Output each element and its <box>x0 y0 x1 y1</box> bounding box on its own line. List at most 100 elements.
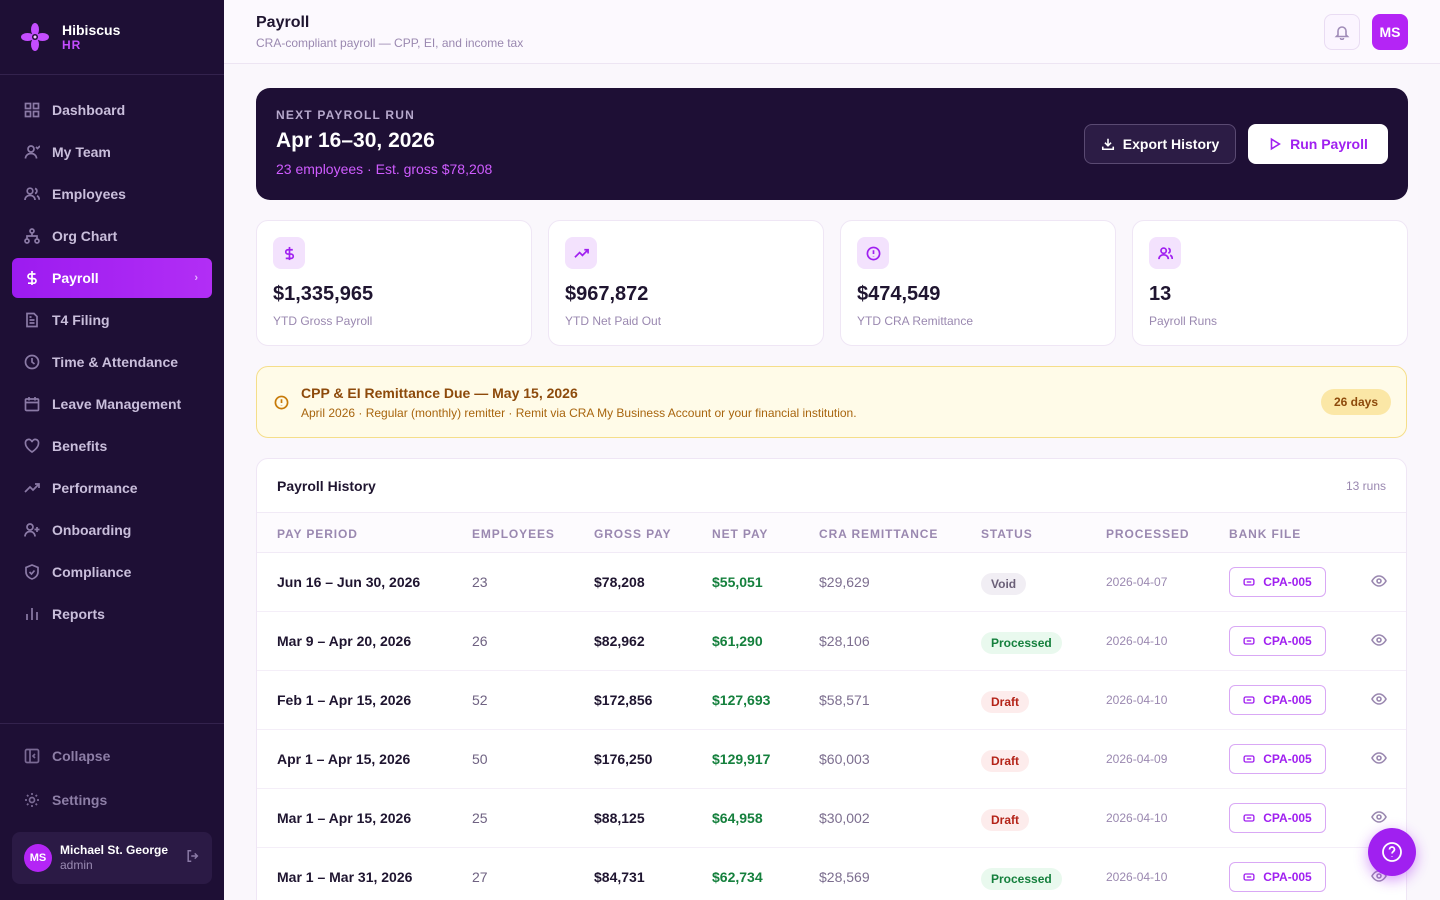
stat-value: $474,549 <box>857 283 941 305</box>
column-header: GROSS PAY <box>594 527 672 541</box>
view-eye-icon[interactable] <box>1371 691 1387 712</box>
brand-sub: HR <box>62 38 82 52</box>
bank-file-label: CPA-005 <box>1263 811 1312 825</box>
net-pay: $55,051 <box>712 574 763 590</box>
gross-pay: $172,856 <box>594 692 653 708</box>
pay-period: Feb 1 – Apr 15, 2026 <box>277 692 412 708</box>
gross-pay: $78,208 <box>594 574 645 590</box>
hibiscus-logo-icon <box>21 23 49 51</box>
table-row[interactable]: Mar 1 – Apr 15, 2026 25 $88,125 $64,958 … <box>257 789 1406 848</box>
sidebar-item-label: Reports <box>52 606 105 622</box>
sidebar-item-label: Leave Management <box>52 396 182 412</box>
file-icon <box>1243 873 1255 881</box>
help-button[interactable] <box>1368 828 1416 876</box>
view-eye-icon[interactable] <box>1371 868 1387 889</box>
settings-button[interactable]: Settings <box>12 780 212 820</box>
bank-file-label: CPA-005 <box>1263 752 1312 766</box>
cra-remittance: $60,003 <box>819 751 870 767</box>
view-eye-icon[interactable] <box>1371 632 1387 653</box>
view-eye-icon[interactable] <box>1371 573 1387 594</box>
bank-file-button[interactable]: CPA-005 <box>1229 626 1326 656</box>
remittance-alert: CPP & EI Remittance Due — May 15, 2026 A… <box>256 366 1407 438</box>
file-icon <box>1243 637 1255 645</box>
export-history-button[interactable]: Export History <box>1084 124 1236 164</box>
employees-count: 26 <box>472 633 488 649</box>
brand[interactable]: Hibiscus HR <box>0 0 224 75</box>
sidebar-item-label: Org Chart <box>52 228 118 244</box>
sidebar-item-compliance[interactable]: Compliance <box>12 552 212 592</box>
processed-date: 2026-04-10 <box>1106 693 1168 707</box>
status-badge: Draft <box>981 750 1030 772</box>
user-card[interactable]: MS Michael St. George admin <box>12 832 212 884</box>
notifications-button[interactable] <box>1324 14 1360 50</box>
gross-pay: $176,250 <box>594 751 653 767</box>
bank-file-button[interactable]: CPA-005 <box>1229 803 1326 833</box>
sidebar-item-org-chart[interactable]: Org Chart <box>12 216 212 256</box>
sidebar-item-leave-management[interactable]: Leave Management <box>12 384 212 424</box>
sidebar-item-time-attendance[interactable]: Time & Attendance <box>12 342 212 382</box>
sidebar-item-label: Dashboard <box>52 102 126 118</box>
collapse-button[interactable]: Collapse <box>12 736 212 776</box>
table-row[interactable]: Mar 9 – Apr 20, 2026 26 $82,962 $61,290 … <box>257 612 1406 671</box>
status-badge: Void <box>981 573 1027 595</box>
table-header: PAY PERIOD EMPLOYEES GROSS PAY NET PAY C… <box>257 512 1406 553</box>
column-header: PROCESSED <box>1106 527 1190 541</box>
payroll-history-table: Payroll History 13 runs PAY PERIOD EMPLO… <box>256 458 1407 900</box>
sidebar-item-employees[interactable]: Employees <box>12 174 212 214</box>
status-badge: Processed <box>981 632 1062 654</box>
view-eye-icon[interactable] <box>1371 750 1387 771</box>
stat-card-ytd-cra: $474,549 YTD CRA Remittance <box>840 220 1116 346</box>
gross-pay: $82,962 <box>594 633 645 649</box>
sidebar-item-payroll[interactable]: Payroll › <box>12 258 212 298</box>
bar-chart-icon <box>24 606 40 622</box>
processed-date: 2026-04-10 <box>1106 870 1168 884</box>
run-payroll-button[interactable]: Run Payroll <box>1248 124 1388 164</box>
banner-kicker: NEXT PAYROLL RUN <box>276 108 415 122</box>
bank-file-button[interactable]: CPA-005 <box>1229 567 1326 597</box>
sidebar-item-t4-filing[interactable]: T4 Filing <box>12 300 212 340</box>
collapse-icon <box>24 748 40 764</box>
user-avatar-button[interactable]: MS <box>1372 14 1408 50</box>
gear-icon <box>25 793 39 807</box>
table-row[interactable]: Jun 16 – Jun 30, 2026 23 $78,208 $55,051… <box>257 553 1406 612</box>
file-icon <box>1243 578 1255 586</box>
sidebar-nav: Dashboard My Team Employees Org Chart Pa… <box>12 90 212 636</box>
net-pay: $62,734 <box>712 869 763 885</box>
column-header: BANK FILE <box>1229 527 1302 541</box>
table-row[interactable]: Feb 1 – Apr 15, 2026 52 $172,856 $127,69… <box>257 671 1406 730</box>
employees-count: 25 <box>472 810 488 826</box>
sidebar-item-my-team[interactable]: My Team <box>12 132 212 172</box>
stat-card-payroll-runs: 13 Payroll Runs <box>1132 220 1408 346</box>
clock-icon <box>24 354 40 370</box>
sidebar-item-label: My Team <box>52 144 111 160</box>
bank-file-button[interactable]: CPA-005 <box>1229 685 1326 715</box>
users-icon <box>24 186 40 202</box>
table-row[interactable]: Mar 1 – Mar 31, 2026 27 $84,731 $62,734 … <box>257 848 1406 900</box>
processed-date: 2026-04-10 <box>1106 811 1168 825</box>
alert-title: CPP & EI Remittance Due — May 15, 2026 <box>301 385 578 401</box>
bank-file-button[interactable]: CPA-005 <box>1229 744 1326 774</box>
view-eye-icon[interactable] <box>1371 809 1387 830</box>
pay-period: Mar 1 – Mar 31, 2026 <box>277 869 413 885</box>
settings-label: Settings <box>52 792 108 808</box>
sidebar-item-dashboard[interactable]: Dashboard <box>12 90 212 130</box>
gross-pay: $84,731 <box>594 869 645 885</box>
pay-period: Mar 9 – Apr 20, 2026 <box>277 633 412 649</box>
table-row[interactable]: Apr 1 – Apr 15, 2026 50 $176,250 $129,91… <box>257 730 1406 789</box>
column-header: STATUS <box>981 527 1033 541</box>
user-plus-icon <box>24 522 40 538</box>
processed-date: 2026-04-07 <box>1106 575 1168 589</box>
dashboard-icon <box>24 102 40 118</box>
heart-icon <box>24 438 40 454</box>
bank-file-button[interactable]: CPA-005 <box>1229 862 1326 892</box>
table-title: Payroll History <box>277 478 376 494</box>
sidebar-item-benefits[interactable]: Benefits <box>12 426 212 466</box>
sidebar-item-label: Employees <box>52 186 126 202</box>
sidebar-item-reports[interactable]: Reports <box>12 594 212 634</box>
logout-icon[interactable] <box>186 849 200 868</box>
sidebar-item-performance[interactable]: Performance <box>12 468 212 508</box>
collapse-label: Collapse <box>52 748 111 764</box>
employees-count: 23 <box>472 574 488 590</box>
days-remaining-badge: 26 days <box>1321 389 1391 415</box>
sidebar-item-onboarding[interactable]: Onboarding <box>12 510 212 550</box>
